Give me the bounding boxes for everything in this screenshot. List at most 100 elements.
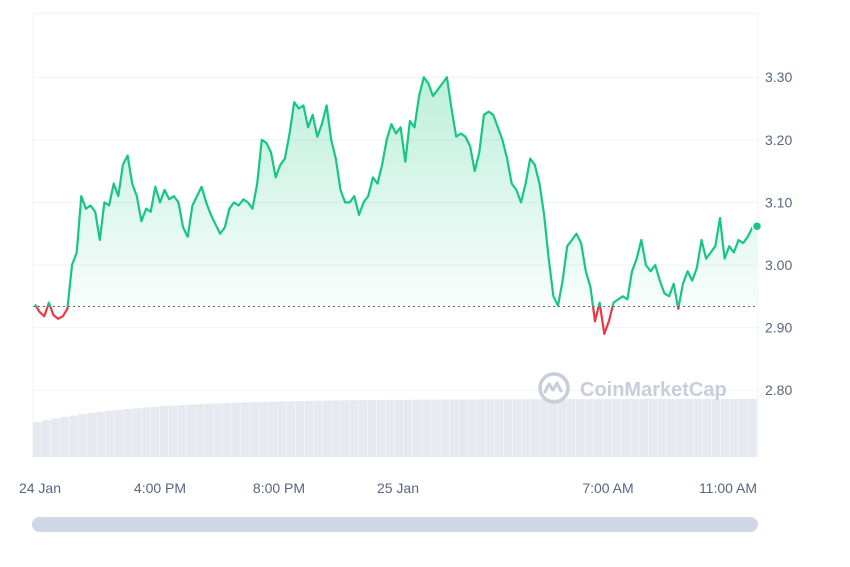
volume-bar (177, 405, 187, 457)
volume-bar (702, 399, 712, 457)
volume-bar (214, 403, 223, 457)
x-tick-label: 4:00 PM (134, 480, 186, 496)
coinmarketcap-logo-wave (543, 381, 563, 394)
volume-bar (322, 400, 332, 457)
y-tick-label: 2.90 (765, 320, 792, 336)
watermark-text: CoinMarketCap (580, 379, 727, 401)
volume-bar (232, 402, 241, 457)
volume-bar (195, 404, 205, 457)
volume-bar (566, 399, 576, 457)
x-tick-label: 8:00 PM (253, 480, 305, 496)
x-axis: 24 Jan 4:00 PM 8:00 PM 25 Jan 7:00 AM 11:00 A… (19, 480, 757, 496)
y-tick-label: 3.10 (765, 194, 792, 210)
price-area-fill (35, 77, 757, 307)
volume-bar (42, 420, 51, 457)
volume-bar (367, 400, 377, 457)
volume-bar (576, 399, 585, 457)
volume-bar (114, 409, 124, 457)
price-line (34, 76, 758, 335)
volume-bar (603, 399, 612, 457)
volume-bar (60, 416, 69, 457)
volume-bar (204, 403, 214, 457)
volume-bar (331, 400, 341, 457)
volume-bar (476, 399, 486, 457)
volume-bar (186, 404, 196, 457)
volume-bar (69, 415, 78, 457)
y-tick-label: 3.00 (765, 257, 792, 273)
volume-bar (413, 399, 422, 457)
y-axis: 2.80 2.90 3.00 3.10 3.20 3.30 (765, 69, 792, 398)
volume-bar (295, 401, 305, 457)
volume-bar (376, 399, 386, 457)
volume-bar (168, 405, 178, 457)
volume-bar (512, 399, 522, 457)
volume-bar (404, 399, 413, 457)
volume-bar (449, 399, 458, 457)
volume-bar (747, 399, 757, 457)
volume-bar (277, 401, 286, 457)
y-tick-label: 3.20 (765, 132, 792, 148)
volume-bar (557, 399, 567, 457)
volume-bar (485, 399, 495, 457)
plot-frame (32, 12, 759, 457)
volume-bar (241, 402, 250, 457)
volume-bar (458, 399, 467, 457)
volume-bar (585, 399, 594, 457)
volume-bar (720, 399, 730, 457)
volume-bar (132, 408, 142, 457)
volume-bar (612, 399, 621, 457)
volume-bar (313, 400, 323, 457)
volume-bars (33, 399, 757, 457)
y-tick-label: 3.30 (765, 69, 792, 85)
volume-bar (729, 399, 739, 457)
volume-bar (141, 407, 151, 457)
y-tick-label: 2.80 (765, 382, 792, 398)
volume-bar (738, 399, 748, 457)
volume-bar (96, 411, 105, 457)
volume-bar (675, 399, 685, 457)
volume-bar (422, 399, 431, 457)
volume-bar (440, 399, 449, 457)
volume-bar (87, 412, 96, 457)
volume-bar (467, 399, 477, 457)
volume-bar (268, 401, 277, 457)
volume-bar (621, 399, 630, 457)
volume-bar (349, 400, 359, 457)
price-area (35, 77, 757, 307)
x-tick-label: 24 Jan (19, 480, 61, 496)
coinmarketcap-logo-icon (538, 372, 570, 404)
x-tick-label: 7:00 AM (582, 480, 633, 496)
volume-bar (159, 406, 169, 457)
volume-bar (150, 406, 160, 457)
volume-bar (648, 399, 658, 457)
volume-bar (548, 399, 558, 457)
volume-bar (286, 401, 296, 457)
volume-bar (304, 400, 314, 457)
volume-bar (105, 410, 115, 457)
x-tick-label: 25 Jan (377, 480, 419, 496)
volume-bar (657, 399, 667, 457)
volume-bar (521, 399, 531, 457)
volume-bar (630, 399, 639, 457)
volume-bar (503, 399, 513, 457)
volume-bar (51, 418, 60, 457)
volume-bar (666, 399, 676, 457)
volume-bar (358, 400, 368, 457)
coinmarketcap-watermark: CoinMarketCap (538, 372, 727, 404)
price-line-up (34, 76, 758, 307)
volume-bar (250, 402, 259, 457)
volume-bar (259, 401, 268, 457)
volume-bar (33, 422, 42, 457)
volume-bar (494, 399, 504, 457)
volume-bar (385, 399, 395, 457)
volume-bar (693, 399, 703, 457)
time-range-scrollbar[interactable] (32, 517, 758, 532)
volume-bar (711, 399, 721, 457)
x-tick-label: 11:00 AM (699, 480, 757, 496)
volume-bar (395, 399, 404, 457)
volume-bar (431, 399, 440, 457)
volume-bar (530, 399, 540, 457)
volume-bar (223, 402, 232, 457)
volume-bar (684, 399, 694, 457)
